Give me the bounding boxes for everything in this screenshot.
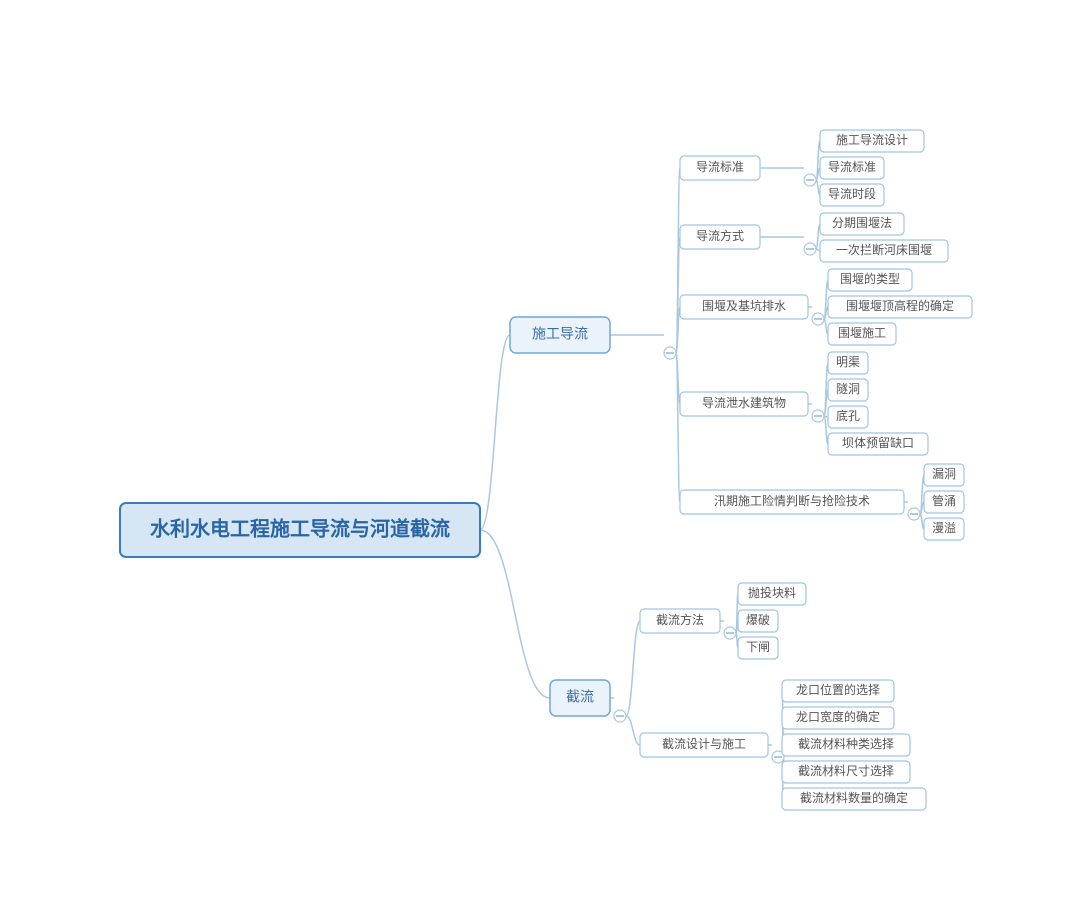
edge <box>626 621 640 716</box>
branch-label-jieliu: 截流 <box>566 689 594 705</box>
toggle-icon[interactable] <box>724 627 736 639</box>
toggle-icon[interactable] <box>614 710 626 722</box>
toggle-icon[interactable] <box>804 174 816 186</box>
root-label: 水利水电工程施工导流与河道截流 <box>150 516 450 540</box>
leaf-label: 漏洞 <box>932 467 956 481</box>
leaf-label: 分期围堰法 <box>832 216 892 230</box>
leaf-label: 管涌 <box>932 493 956 508</box>
leaf-label: 截流材料尺寸选择 <box>798 764 894 778</box>
edge <box>480 530 550 698</box>
edge <box>626 716 640 745</box>
branch-label-shigong: 施工导流 <box>532 326 588 342</box>
leaf-label: 隧洞 <box>836 381 860 396</box>
toggle-icon[interactable] <box>812 313 824 325</box>
leaf-label: 截流材料种类选择 <box>798 737 894 751</box>
leaf-label: 抛投块料 <box>748 585 796 600</box>
leaf-label: 围堰堰顶高程的确定 <box>846 298 954 313</box>
leaf-label: 围堰施工 <box>838 326 886 340</box>
mindmap-canvas: 水利水电工程施工导流与河道截流 施工导流 导流标准 施工导流设计导流标准导流时段导流方… <box>0 0 1080 908</box>
leaf-label: 截流材料数量的确定 <box>800 790 908 805</box>
leaf-label: 明渠 <box>836 355 860 369</box>
leaf-label: 下闸 <box>746 640 770 654</box>
leaf-label: 施工导流设计 <box>836 133 908 147</box>
leaf-label: 爆破 <box>746 612 770 627</box>
toggle-icon[interactable] <box>804 243 816 255</box>
leaf-label: 一次拦断河床围堰 <box>836 242 932 257</box>
leaf-label: 龙口位置的选择 <box>796 682 880 697</box>
leaf-label: 龙口宽度的确定 <box>796 709 880 724</box>
leaf-label: 导流标准 <box>828 160 876 174</box>
leaf-label: 漫溢 <box>932 521 956 535</box>
toggle-icon[interactable] <box>908 508 920 520</box>
subnode-label-biaozhun: 导流标准 <box>696 160 744 174</box>
subnode-label-fangshi: 导流方式 <box>696 228 744 243</box>
subnode-label-jlsj: 截流设计与施工 <box>662 737 746 751</box>
edge <box>480 335 510 530</box>
leaf-label: 坝体预留缺口 <box>842 435 914 450</box>
toggle-icon[interactable] <box>812 410 824 422</box>
subnode-label-jlff: 截流方法 <box>656 612 704 627</box>
subnode-label-weiyan: 围堰及基坑排水 <box>702 298 786 313</box>
leaf-label: 围堰的类型 <box>840 271 900 286</box>
subnode-label-xieshui: 导流泄水建筑物 <box>702 395 786 410</box>
subnode-label-xunqi: 汛期施工险情判断与抢险技术 <box>714 493 870 508</box>
leaf-label: 导流时段 <box>828 186 876 201</box>
leaf-label: 底孔 <box>836 408 860 423</box>
toggle-icon[interactable] <box>664 347 676 359</box>
